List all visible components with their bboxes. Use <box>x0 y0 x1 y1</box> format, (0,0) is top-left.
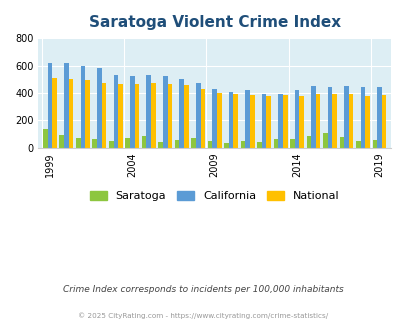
Bar <box>290 139 294 148</box>
Bar <box>322 133 327 148</box>
Bar <box>52 78 57 148</box>
Bar <box>277 94 282 148</box>
Bar <box>207 142 212 148</box>
Bar <box>179 79 183 148</box>
Bar <box>212 89 216 148</box>
Bar <box>327 87 332 148</box>
Bar <box>348 94 353 148</box>
Bar <box>240 141 245 148</box>
Bar <box>343 86 348 148</box>
Title: Saratoga Violent Crime Index: Saratoga Violent Crime Index <box>88 15 340 30</box>
Bar <box>175 140 179 148</box>
Bar <box>118 84 122 148</box>
Bar <box>376 87 381 148</box>
Bar <box>372 141 376 148</box>
Bar <box>97 68 101 148</box>
Bar <box>294 89 298 148</box>
Bar <box>59 135 64 148</box>
Bar <box>266 96 271 148</box>
Bar <box>109 141 113 148</box>
Bar <box>261 94 266 148</box>
Bar <box>64 63 68 148</box>
Bar <box>43 129 47 148</box>
Bar <box>273 139 277 148</box>
Bar <box>245 90 249 148</box>
Bar <box>85 80 90 148</box>
Bar <box>282 95 287 148</box>
Bar <box>158 142 162 148</box>
Bar <box>355 141 360 148</box>
Bar <box>315 94 320 148</box>
Bar <box>381 95 386 148</box>
Bar <box>68 79 73 148</box>
Bar <box>146 75 151 148</box>
Bar <box>151 83 155 148</box>
Bar <box>224 143 228 148</box>
Text: © 2025 CityRating.com - https://www.cityrating.com/crime-statistics/: © 2025 CityRating.com - https://www.city… <box>78 313 327 319</box>
Bar <box>92 139 97 148</box>
Bar <box>249 95 254 148</box>
Bar <box>216 93 221 148</box>
Bar <box>233 94 237 148</box>
Bar <box>134 84 139 148</box>
Bar <box>196 83 200 148</box>
Text: Crime Index corresponds to incidents per 100,000 inhabitants: Crime Index corresponds to incidents per… <box>62 285 343 294</box>
Bar <box>306 136 311 148</box>
Bar <box>80 66 85 148</box>
Bar <box>130 76 134 148</box>
Bar <box>113 75 118 148</box>
Bar <box>167 84 172 148</box>
Bar <box>47 63 52 148</box>
Bar <box>183 85 188 148</box>
Bar <box>360 87 364 148</box>
Bar <box>364 96 369 148</box>
Bar <box>141 136 146 148</box>
Bar <box>162 76 167 148</box>
Bar <box>125 138 130 148</box>
Bar <box>256 142 261 148</box>
Bar <box>200 89 205 148</box>
Bar <box>298 96 303 148</box>
Bar <box>191 138 196 148</box>
Bar <box>101 83 106 148</box>
Bar <box>76 138 80 148</box>
Legend: Saratoga, California, National: Saratoga, California, National <box>85 186 343 206</box>
Bar <box>228 92 233 148</box>
Bar <box>311 86 315 148</box>
Bar <box>332 94 336 148</box>
Bar <box>339 137 343 148</box>
